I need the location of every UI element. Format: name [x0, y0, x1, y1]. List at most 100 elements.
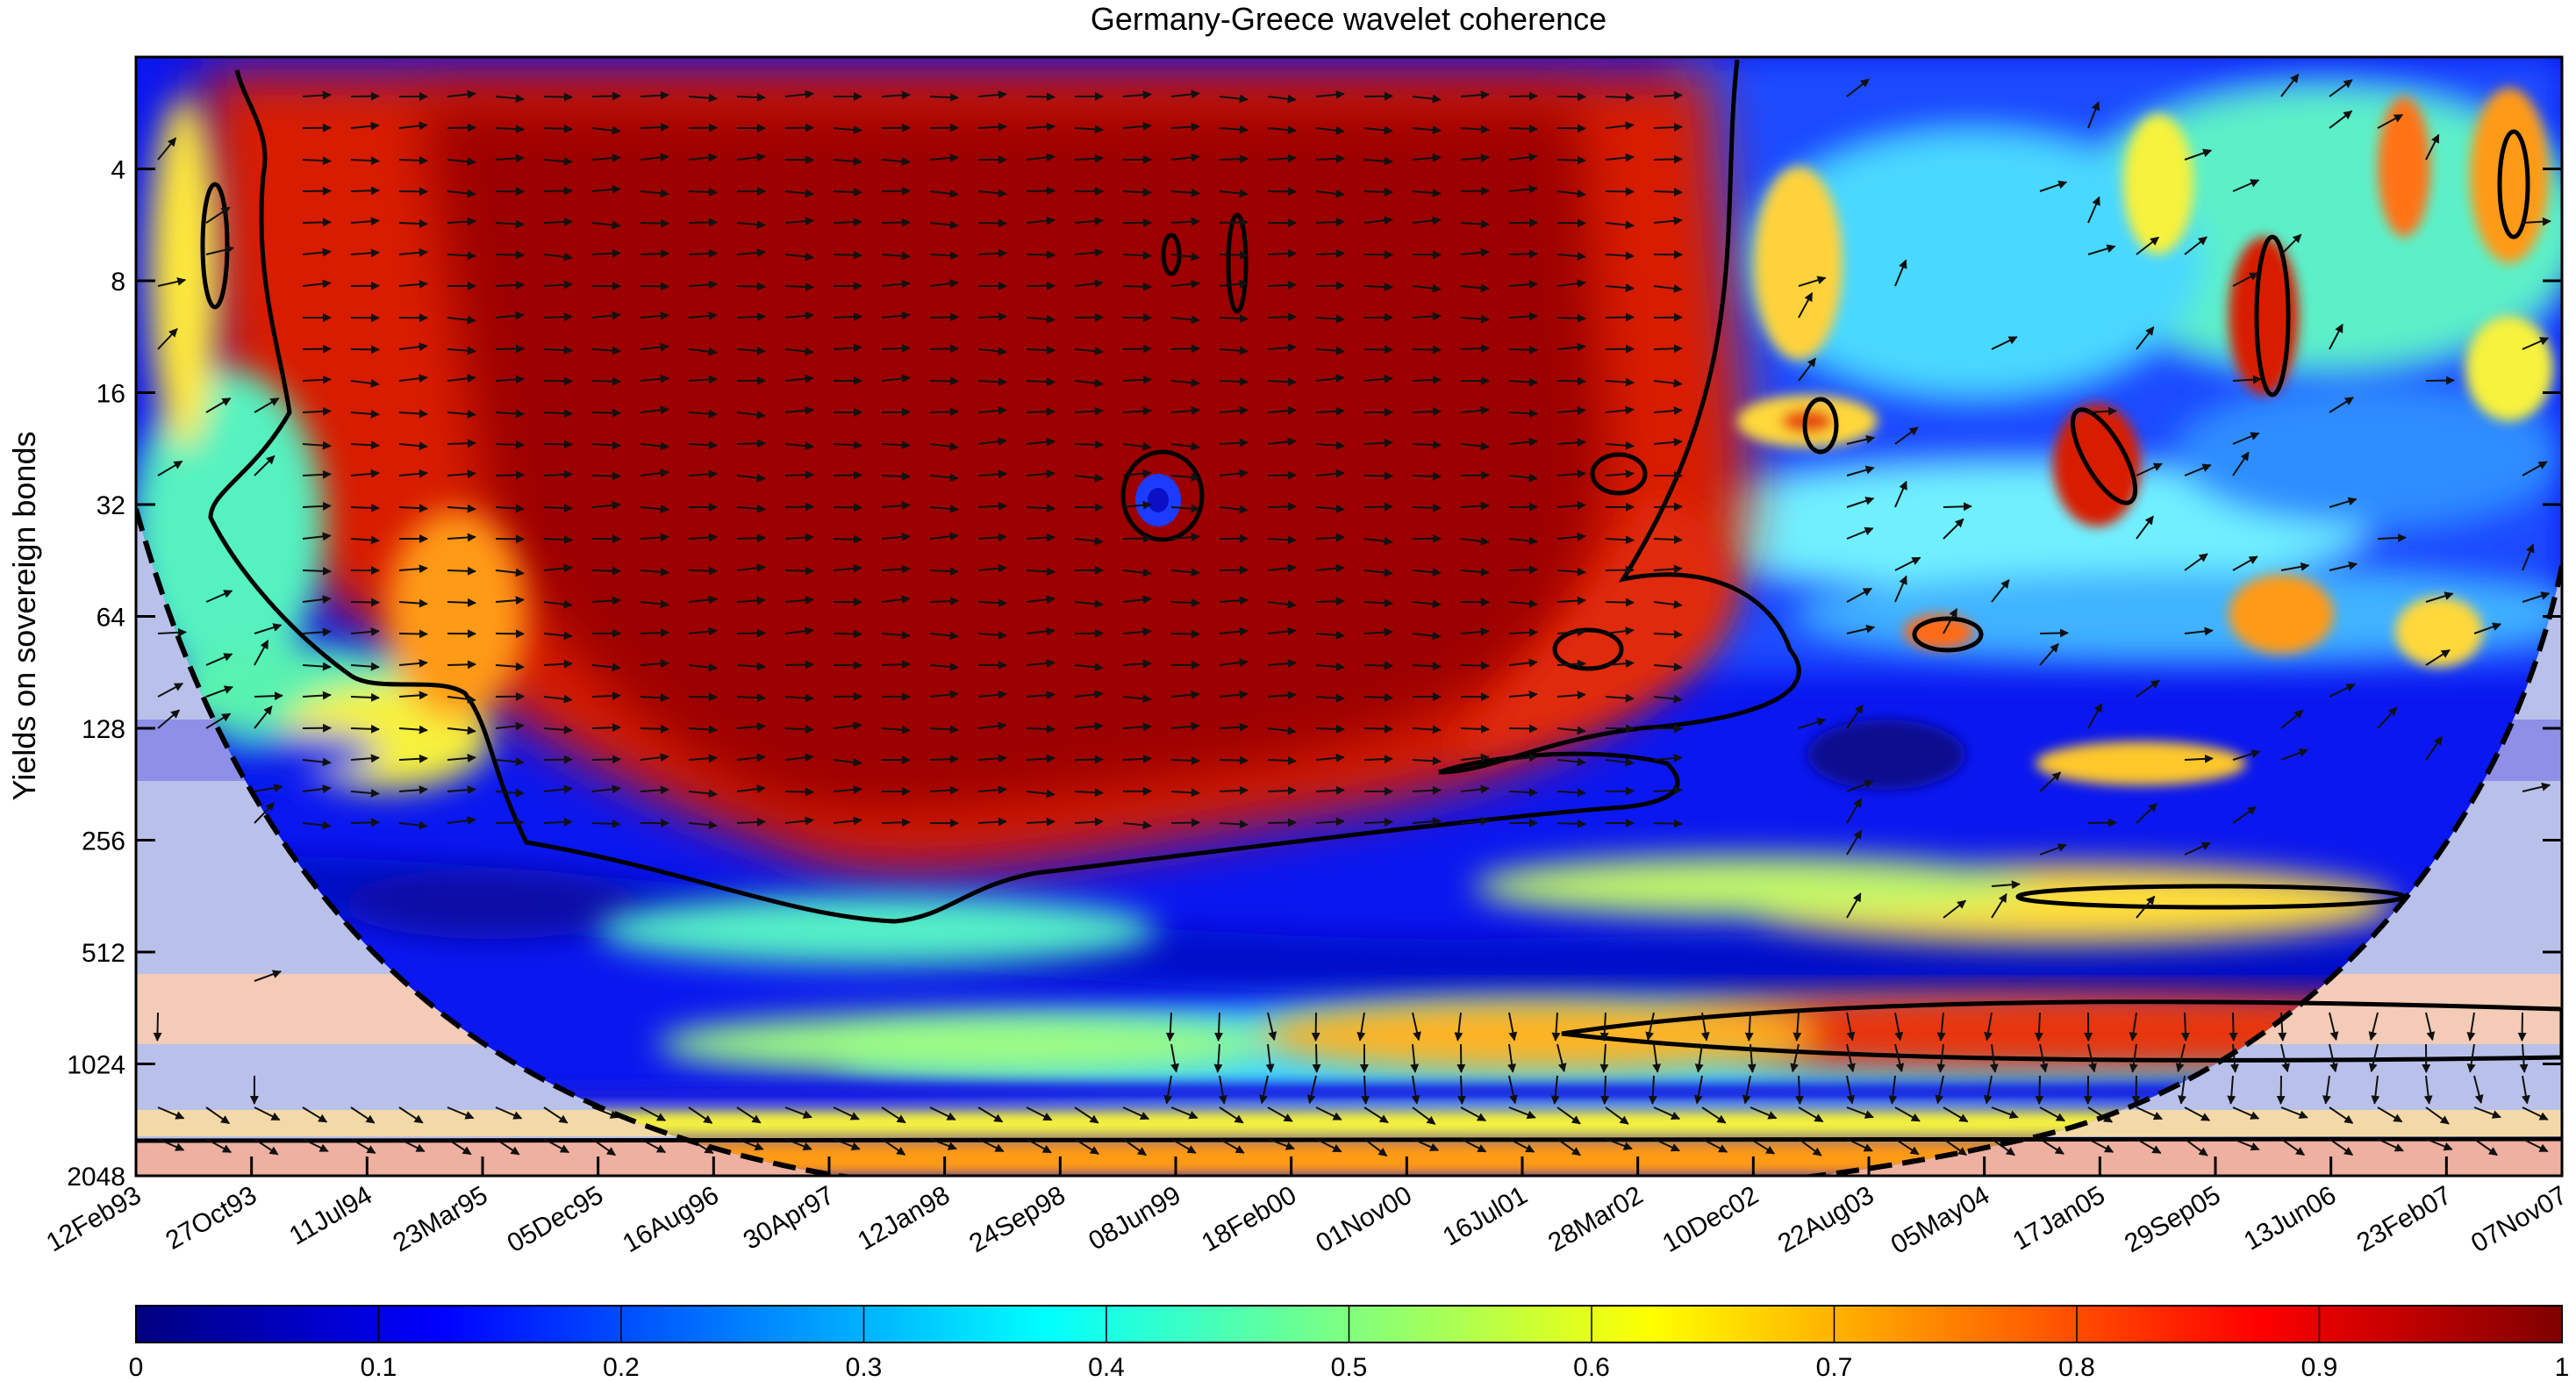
phase-arrow	[1460, 536, 1490, 546]
y-tick-label: 4	[111, 156, 125, 185]
phase-arrow	[1315, 281, 1345, 290]
phase-arrow	[977, 754, 1007, 763]
phase-arrow	[977, 563, 1007, 573]
phase-arrow	[1508, 753, 1538, 763]
phase-arrow	[1219, 250, 1249, 260]
phase-arrow	[1700, 1012, 1710, 1042]
phase-arrow	[1219, 279, 1249, 289]
phase-arrow	[881, 564, 911, 574]
phase-arrow	[1508, 311, 1538, 321]
phase-arrow	[591, 346, 621, 355]
phase-arrow	[688, 595, 718, 605]
phase-arrow	[881, 374, 911, 383]
phase-arrow	[1122, 820, 1152, 830]
phase-arrow	[1991, 1138, 2015, 1156]
phase-arrow	[2184, 1106, 2211, 1121]
phase-arrow	[1556, 1138, 1581, 1156]
colorbar-tick-label: 0.6	[1573, 1353, 1610, 1382]
phase-arrow	[977, 311, 1007, 321]
phase-arrow	[1170, 153, 1200, 162]
phase-arrow	[1411, 1075, 1420, 1105]
phase-arrow	[205, 1106, 231, 1125]
y-tick-label: 128	[82, 715, 125, 744]
phase-arrow	[1267, 1106, 1293, 1122]
phase-arrow	[1026, 1106, 1053, 1121]
phase-arrow	[1412, 283, 1442, 293]
x-tick-label: 29Sep05	[2120, 1180, 2226, 1258]
phase-arrow	[977, 721, 1007, 731]
phase-arrow	[1846, 587, 1872, 603]
x-tick-label: 22Aug03	[1773, 1180, 1879, 1258]
phase-arrow	[1074, 347, 1104, 356]
phase-arrow	[591, 440, 621, 450]
phase-arrow	[1122, 754, 1152, 763]
phase-arrow	[350, 186, 380, 196]
phase-arrow	[881, 279, 911, 289]
phase-arrow	[2522, 1106, 2549, 1121]
phase-arrow	[2425, 376, 2455, 385]
phase-arrow	[929, 785, 959, 795]
phase-arrow	[1605, 469, 1635, 479]
phase-arrow	[736, 753, 766, 763]
phase-arrow	[398, 1106, 424, 1124]
phase-arrow	[2087, 101, 2100, 129]
phase-arrow	[881, 440, 911, 450]
phase-arrow	[784, 787, 814, 797]
phase-arrow	[398, 247, 428, 257]
phase-arrow	[1315, 563, 1345, 573]
phase-arrow	[350, 217, 380, 226]
phase-arrow	[688, 1106, 713, 1124]
phase-arrow	[929, 1138, 957, 1150]
phase-arrow	[1026, 186, 1055, 196]
phase-arrow	[1122, 121, 1152, 131]
phase-arrow	[736, 628, 766, 638]
phase-arrow	[977, 248, 1007, 258]
phase-arrow	[398, 504, 428, 513]
phase-arrow	[833, 125, 862, 134]
phase-arrow	[591, 125, 621, 135]
phase-arrow	[1074, 125, 1104, 134]
phase-arrow	[543, 817, 573, 827]
phase-arrow	[736, 219, 766, 229]
phase-arrow	[302, 440, 332, 450]
phase-arrow	[1742, 1075, 1751, 1105]
phase-arrow	[591, 662, 621, 672]
phase-arrow	[1556, 726, 1586, 735]
phase-arrow	[1026, 817, 1055, 827]
phase-arrow	[2136, 236, 2160, 255]
phase-arrow	[1026, 691, 1055, 700]
phase-arrow	[447, 816, 476, 826]
phase-arrow	[1026, 724, 1055, 734]
phase-arrow	[495, 219, 525, 229]
phase-arrow	[1556, 501, 1586, 511]
phase-arrow	[495, 818, 525, 827]
phase-arrow	[1315, 154, 1345, 163]
phase-arrow	[1605, 693, 1635, 703]
phase-arrow	[350, 724, 380, 734]
phase-arrow	[2368, 1012, 2379, 1041]
phase-arrow	[447, 251, 476, 261]
phase-arrow	[1363, 345, 1393, 354]
phase-arrow	[640, 599, 669, 609]
phase-arrow	[640, 342, 669, 352]
phase-arrow	[447, 409, 476, 419]
phase-arrow	[398, 658, 428, 668]
phase-arrow	[1894, 1012, 1904, 1042]
phase-arrow	[1694, 1043, 1704, 1073]
phase-arrow	[1894, 259, 1907, 287]
phase-arrow	[1219, 346, 1249, 355]
phase-arrow	[1219, 313, 1249, 323]
phase-arrow	[2329, 323, 2343, 350]
phase-arrow	[1894, 1043, 1905, 1073]
phase-arrow	[495, 504, 525, 513]
phase-arrow	[1846, 1138, 1873, 1152]
phase-arrow	[495, 280, 525, 290]
phase-arrow	[929, 312, 959, 322]
phase-arrow	[640, 282, 669, 291]
phase-arrow	[1605, 220, 1635, 230]
phase-arrow	[1556, 1106, 1581, 1125]
phase-arrow	[640, 505, 669, 514]
phase-arrow	[2425, 591, 2454, 603]
phase-arrow	[833, 470, 862, 480]
phase-arrow	[1936, 1012, 1946, 1042]
